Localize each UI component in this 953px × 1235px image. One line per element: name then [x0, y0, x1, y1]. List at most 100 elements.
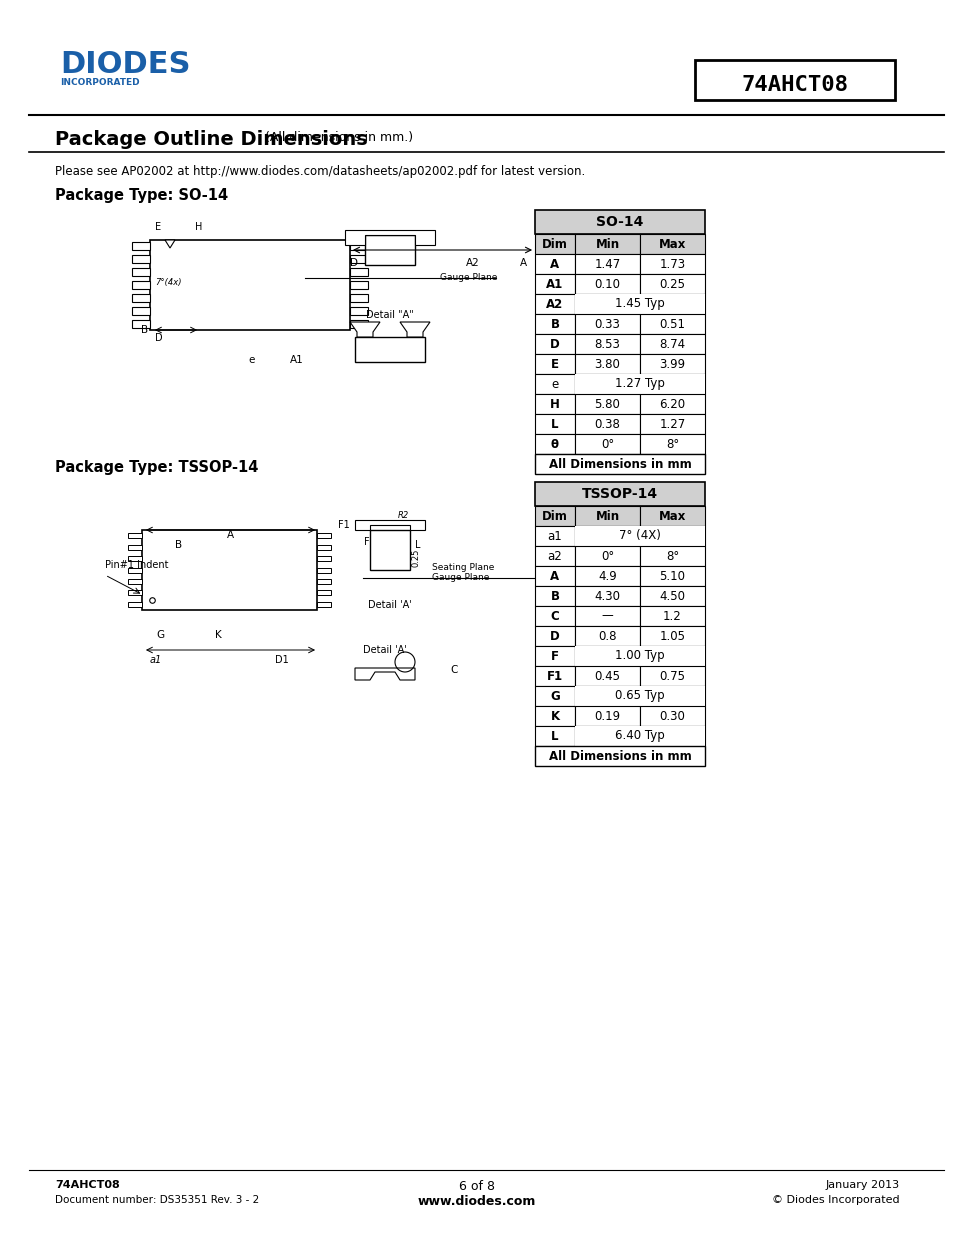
Text: A: A	[519, 258, 527, 268]
Bar	[575, 294, 704, 314]
Bar	[535, 274, 575, 294]
Bar	[132, 242, 150, 251]
Text: B: B	[174, 540, 182, 550]
Text: D: D	[154, 333, 162, 343]
Text: F1: F1	[546, 669, 562, 683]
Text: B: B	[141, 325, 148, 335]
Bar	[535, 294, 575, 314]
Text: A: A	[550, 258, 559, 270]
Text: Detail "A": Detail "A"	[366, 310, 414, 320]
Bar	[575, 433, 639, 454]
Bar	[350, 282, 368, 289]
Bar	[132, 268, 150, 277]
Text: 0.10: 0.10	[594, 278, 619, 290]
Text: All Dimensions in mm: All Dimensions in mm	[548, 750, 691, 762]
Bar	[575, 414, 639, 433]
Text: 8°: 8°	[665, 550, 679, 562]
Text: All Dimensions in mm: All Dimensions in mm	[548, 457, 691, 471]
Bar	[142, 530, 317, 610]
Text: 7°(4x): 7°(4x)	[154, 278, 181, 287]
Bar	[575, 526, 704, 546]
Text: 0.51: 0.51	[659, 317, 685, 331]
Text: Max: Max	[659, 510, 685, 522]
Bar	[535, 585, 575, 606]
Bar	[129, 545, 142, 550]
Bar	[575, 666, 639, 685]
Text: 0°: 0°	[600, 550, 614, 562]
Polygon shape	[355, 668, 415, 680]
Text: θ: θ	[551, 437, 558, 451]
Text: a1: a1	[150, 655, 162, 664]
Text: www.diodes.com: www.diodes.com	[417, 1195, 536, 1208]
Text: Detail 'A': Detail 'A'	[363, 645, 406, 655]
Bar	[132, 256, 150, 263]
Text: B: B	[550, 589, 558, 603]
Bar	[695, 61, 894, 100]
Text: 7° (4X): 7° (4X)	[618, 530, 660, 542]
Text: 1.27: 1.27	[659, 417, 685, 431]
Text: 0.65 Typ: 0.65 Typ	[615, 689, 664, 703]
Bar	[639, 646, 704, 666]
Text: Document number: DS35351 Rev. 3 - 2: Document number: DS35351 Rev. 3 - 2	[55, 1195, 259, 1205]
Text: D: D	[350, 258, 357, 268]
Bar	[535, 626, 575, 646]
Bar	[575, 685, 639, 706]
Bar	[575, 394, 639, 414]
Text: 3.99: 3.99	[659, 357, 685, 370]
Bar	[535, 210, 704, 233]
Text: L: L	[551, 730, 558, 742]
Text: A1: A1	[290, 354, 303, 366]
Text: A: A	[550, 569, 559, 583]
Bar	[317, 579, 331, 584]
Bar	[535, 666, 575, 685]
Bar	[535, 706, 575, 726]
Bar	[639, 314, 704, 333]
Text: 4.9: 4.9	[598, 569, 617, 583]
Bar	[535, 685, 575, 706]
Bar	[639, 274, 704, 294]
Text: Package Type: SO-14: Package Type: SO-14	[55, 188, 228, 203]
Bar	[535, 506, 575, 526]
Text: C: C	[450, 664, 456, 676]
Bar	[575, 726, 704, 746]
Text: © Diodes Incorporated: © Diodes Incorporated	[772, 1195, 899, 1205]
Bar	[132, 306, 150, 315]
Bar	[535, 726, 575, 746]
Bar	[575, 646, 704, 666]
Text: e: e	[249, 354, 254, 366]
Text: 8.74: 8.74	[659, 337, 685, 351]
Text: 0.38: 0.38	[594, 417, 619, 431]
Text: A2: A2	[546, 298, 563, 310]
Polygon shape	[350, 322, 379, 337]
Text: H: H	[550, 398, 559, 410]
Bar	[535, 233, 575, 254]
Text: 3.80: 3.80	[594, 357, 619, 370]
Bar	[575, 274, 639, 294]
Text: e: e	[551, 378, 558, 390]
Bar	[535, 566, 575, 585]
Polygon shape	[355, 520, 424, 530]
Bar	[575, 726, 639, 746]
Text: Gauge Plane: Gauge Plane	[439, 273, 497, 283]
Text: 0.30: 0.30	[659, 709, 684, 722]
Bar	[350, 320, 368, 327]
Text: Detail 'A': Detail 'A'	[368, 600, 412, 610]
Bar	[132, 320, 150, 327]
Bar	[350, 242, 368, 251]
Text: F: F	[364, 537, 370, 547]
Text: 1.05: 1.05	[659, 630, 685, 642]
Bar	[639, 546, 704, 566]
Text: 5.80: 5.80	[594, 398, 619, 410]
Bar	[129, 556, 142, 561]
Text: 0.25: 0.25	[659, 278, 685, 290]
Text: 74AHCT08: 74AHCT08	[740, 75, 847, 95]
Bar	[350, 256, 368, 263]
Bar	[535, 333, 575, 354]
Bar	[575, 606, 639, 626]
Text: Seating Plane: Seating Plane	[432, 563, 494, 573]
Bar	[535, 482, 704, 506]
Bar	[575, 506, 639, 526]
Text: 6.40 Typ: 6.40 Typ	[615, 730, 664, 742]
Text: Dim: Dim	[541, 510, 567, 522]
Bar	[350, 306, 368, 315]
